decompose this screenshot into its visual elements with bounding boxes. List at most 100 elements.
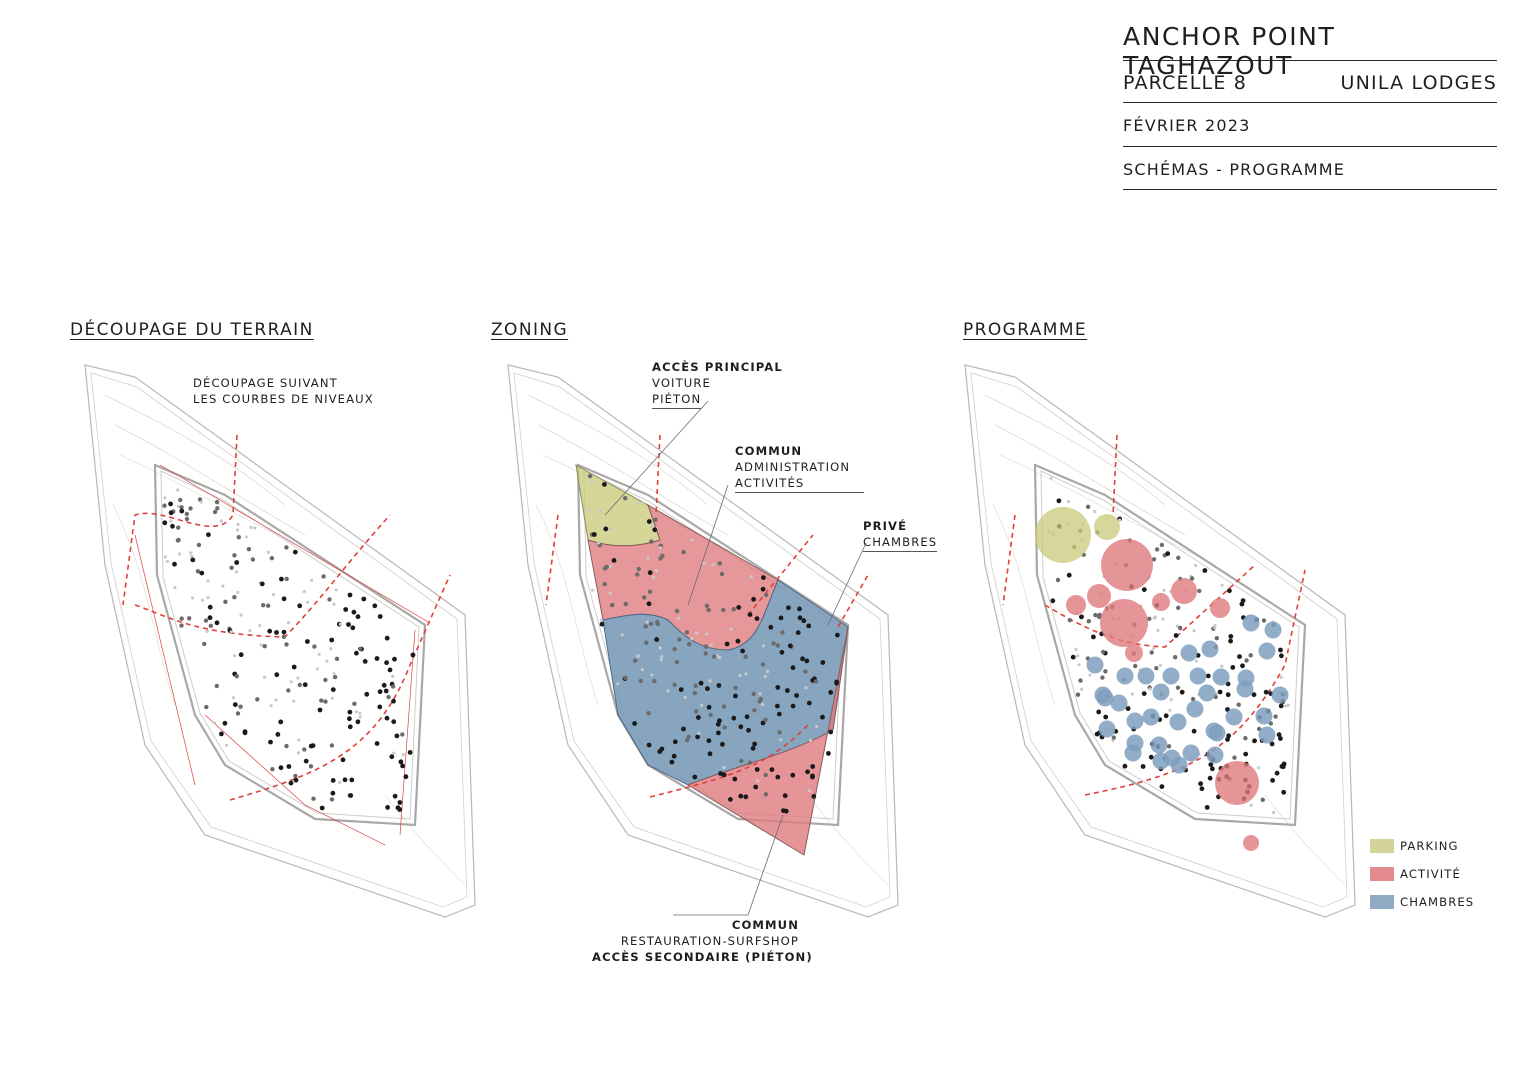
- tree-dot: [1066, 499, 1071, 504]
- room-circle: [1225, 708, 1243, 726]
- room-circle: [1186, 700, 1204, 718]
- tree-dot: [655, 619, 660, 625]
- parcel-row: PARCELLE 8 UNILA LODGES: [1123, 72, 1497, 103]
- tree-dot: [392, 656, 397, 662]
- tree-dot: [749, 575, 753, 579]
- tree-dot: [334, 656, 340, 661]
- tree-dot: [236, 522, 240, 527]
- tree-dot: [165, 559, 169, 564]
- tree-dot: [1199, 786, 1205, 792]
- tree-dot: [219, 519, 223, 523]
- tree-dot: [623, 496, 628, 501]
- activity-circle: [1152, 593, 1170, 611]
- tree-dot: [178, 497, 183, 503]
- tree-dot: [599, 621, 605, 627]
- tree-dot: [384, 715, 390, 721]
- tree-dot: [302, 682, 308, 688]
- tree-dot: [347, 716, 352, 722]
- tree-dot: [270, 767, 275, 772]
- tree-dot: [1091, 634, 1096, 640]
- tree-dot: [1173, 633, 1179, 638]
- tree-dot: [386, 694, 391, 700]
- legend-swatch: [1370, 867, 1394, 881]
- tree-dot: [384, 660, 389, 666]
- tree-dot: [234, 570, 239, 574]
- section-title-decoupage: DÉCOUPAGE DU TERRAIN: [70, 320, 314, 340]
- activity-circle: [1243, 835, 1259, 851]
- tree-dot: [780, 630, 785, 635]
- tree-dot: [650, 673, 654, 677]
- tree-dot: [684, 630, 690, 635]
- tree-dot: [1274, 770, 1280, 776]
- tree-dot: [1179, 689, 1185, 695]
- room-circle: [1236, 680, 1254, 698]
- tree-dot: [232, 595, 237, 600]
- tree-dot: [203, 618, 209, 623]
- legend-label: ACTIVITÉ: [1400, 867, 1461, 881]
- tree-dot: [1197, 588, 1202, 594]
- tree-dot: [329, 743, 335, 748]
- tree-dot: [1279, 675, 1283, 679]
- label-commun-resto: COMMUN RESTAURATION-SURFSHOP ACCÈS SECON…: [592, 917, 812, 965]
- tree-dot: [355, 719, 361, 725]
- tree-dot: [795, 630, 801, 635]
- tree-dot: [207, 604, 213, 610]
- tree-dot: [261, 603, 266, 608]
- tree-dot: [395, 805, 401, 811]
- tree-dot: [597, 541, 601, 545]
- tree-dot: [296, 751, 301, 755]
- tree-dot: [199, 570, 205, 576]
- legend-label: CHAMBRES: [1400, 895, 1475, 909]
- tree-dot: [707, 751, 713, 757]
- tree-dot: [718, 771, 723, 776]
- tree-dot: [229, 565, 234, 570]
- tree-dot: [738, 793, 744, 799]
- tree-dot: [1213, 623, 1217, 628]
- tree-dot: [1070, 654, 1076, 660]
- tree-dot: [706, 704, 712, 710]
- tree-dot: [274, 630, 279, 635]
- tree-dot: [308, 764, 314, 769]
- tree-dot: [1093, 510, 1097, 514]
- tree-dot: [672, 646, 677, 652]
- tree-dot: [803, 669, 808, 674]
- tree-dot: [350, 625, 356, 631]
- tree-dot: [168, 510, 174, 516]
- tree-dot: [1066, 572, 1072, 578]
- tree-dot: [811, 794, 817, 799]
- tree-dot: [690, 538, 694, 542]
- tree-dot: [674, 660, 680, 665]
- tree-dot: [374, 656, 380, 661]
- tree-dot: [718, 655, 722, 660]
- label-line: CHAMBRES: [863, 534, 938, 552]
- tree-dot: [310, 578, 314, 582]
- client-label: UNILA LODGES: [1340, 72, 1497, 94]
- decoupage-note: DÉCOUPAGE SUIVANT LES COURBES DE NIVEAUX: [193, 375, 374, 407]
- tree-dot: [757, 699, 762, 704]
- room-circle: [1142, 708, 1160, 726]
- plan-programme: [963, 363, 1357, 919]
- tree-dot: [312, 644, 317, 649]
- label-line: PIÉTON: [652, 391, 702, 409]
- tree-dot: [297, 603, 303, 609]
- room-circle: [1162, 667, 1180, 685]
- tree-dot: [760, 702, 764, 707]
- tree-dot: [401, 753, 405, 757]
- tree-dot: [603, 526, 609, 532]
- tree-dot: [262, 644, 267, 649]
- tree-dot: [236, 535, 241, 540]
- tree-dot: [1085, 504, 1091, 509]
- tree-dot: [733, 685, 738, 690]
- tree-dot: [775, 643, 780, 648]
- tree-dot: [692, 774, 698, 780]
- tree-dot: [806, 700, 812, 706]
- room-circle: [1137, 667, 1155, 685]
- tree-dot: [291, 664, 297, 670]
- room-circle: [1126, 712, 1144, 730]
- tree-dot: [813, 679, 819, 684]
- tree-dot: [330, 778, 336, 783]
- tree-dot: [214, 683, 219, 689]
- tree-dot: [355, 614, 361, 620]
- tree-dot: [729, 627, 733, 631]
- tree-dot: [739, 758, 744, 764]
